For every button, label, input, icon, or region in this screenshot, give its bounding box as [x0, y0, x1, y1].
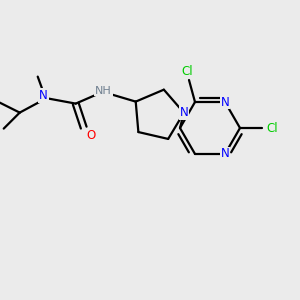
Text: Cl: Cl [266, 122, 278, 134]
Text: O: O [86, 129, 95, 142]
Text: Cl: Cl [181, 64, 193, 77]
Text: N: N [39, 89, 48, 102]
Text: N: N [220, 148, 230, 160]
Text: N: N [220, 95, 230, 109]
Text: N: N [179, 106, 188, 119]
Text: NH: NH [95, 85, 112, 96]
